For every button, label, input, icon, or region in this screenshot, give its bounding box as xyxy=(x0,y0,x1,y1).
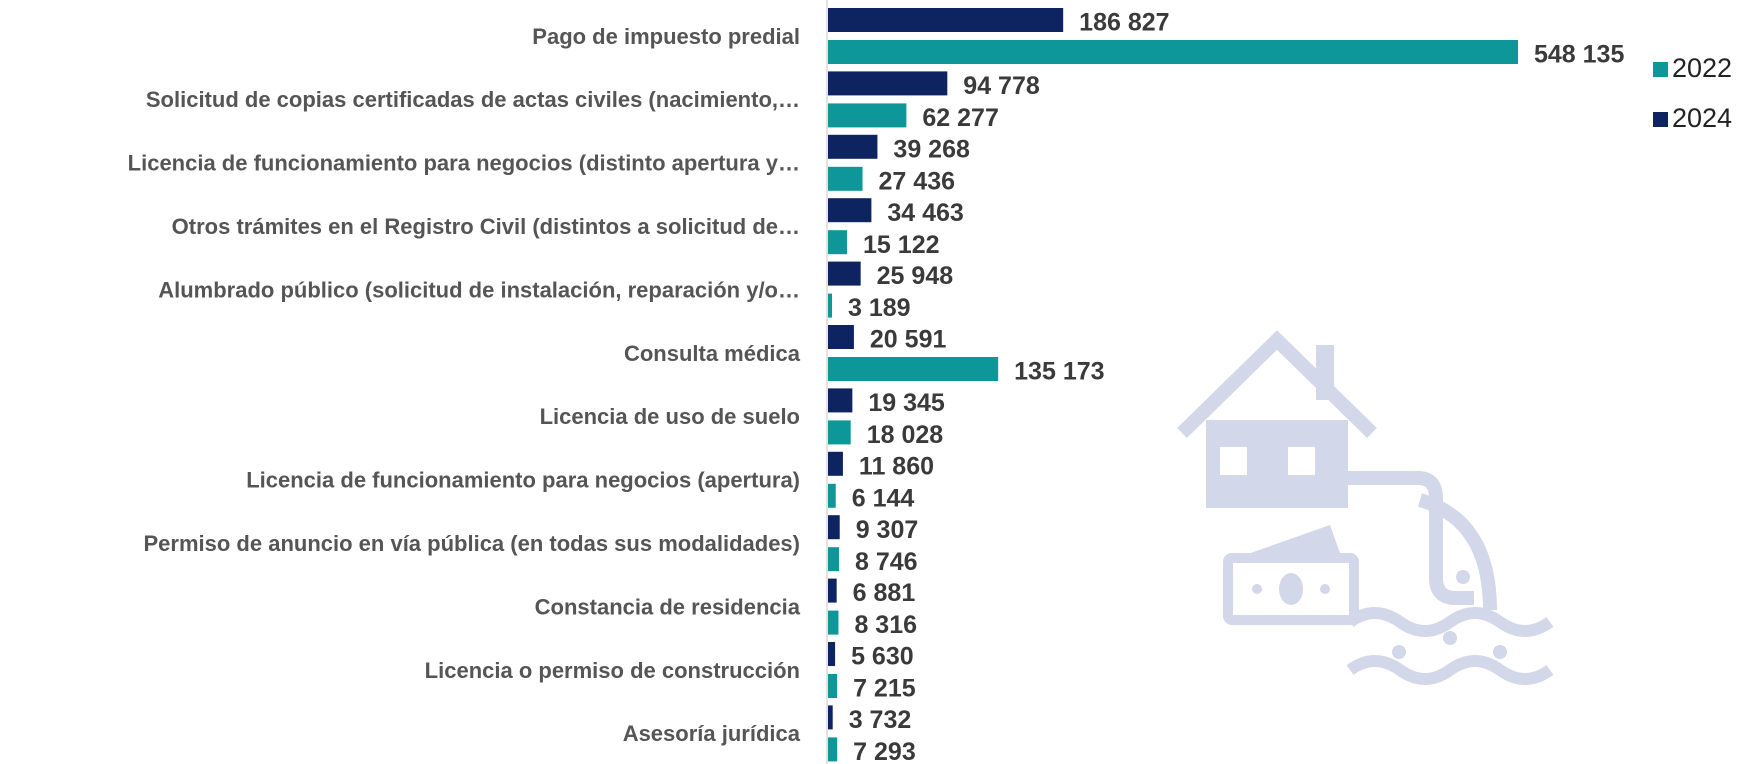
bar xyxy=(828,262,861,286)
category-label: Licencia o permiso de construcción xyxy=(425,658,800,683)
chart: Pago de impuesto predial 186 827 548 135 So… xyxy=(0,0,1757,764)
bar xyxy=(828,40,1518,64)
value-label: 27 436 xyxy=(879,167,955,195)
legend-swatch xyxy=(1653,62,1668,77)
value-label: 8 316 xyxy=(854,611,917,639)
category-label: Asesoría jurídica xyxy=(623,721,801,746)
value-label: 19 345 xyxy=(868,389,945,417)
value-label: 20 591 xyxy=(870,326,947,354)
bar xyxy=(828,452,843,476)
value-label: 186 827 xyxy=(1079,9,1169,37)
bar xyxy=(828,294,832,318)
value-label: 62 277 xyxy=(922,104,998,132)
bar xyxy=(828,547,839,571)
bar xyxy=(828,579,837,603)
category-label: Licencia de funcionamiento para negocios… xyxy=(246,468,800,493)
bar xyxy=(828,71,947,95)
value-label: 3 189 xyxy=(848,294,911,322)
bar xyxy=(828,103,906,127)
value-label: 8 746 xyxy=(855,548,918,576)
category-label: Alumbrado público (solicitud de instalac… xyxy=(158,277,800,302)
value-label: 135 173 xyxy=(1014,358,1104,386)
bar xyxy=(828,325,854,349)
category-label: Permiso de anuncio en vía pública (en to… xyxy=(144,531,801,556)
bar xyxy=(828,611,838,635)
category-label: Licencia de funcionamiento para negocios… xyxy=(128,151,800,176)
bar xyxy=(828,420,851,444)
category-label: Constancia de residencia xyxy=(535,594,801,619)
value-label: 15 122 xyxy=(863,231,939,259)
bar xyxy=(828,230,847,254)
bar xyxy=(828,8,1063,32)
bar xyxy=(828,737,837,761)
watermark-icon xyxy=(1178,330,1550,679)
bar xyxy=(828,705,833,729)
legend-label: 2024 xyxy=(1672,103,1732,133)
category-label: Solicitud de copias certificadas de acta… xyxy=(146,87,800,112)
bar xyxy=(828,198,871,222)
value-label: 6 881 xyxy=(853,579,916,607)
value-label: 3 732 xyxy=(849,706,912,734)
value-label: 9 307 xyxy=(856,516,919,544)
value-label: 6 144 xyxy=(852,484,915,512)
value-label: 25 948 xyxy=(877,262,954,290)
value-label: 7 215 xyxy=(853,675,916,703)
bar xyxy=(828,357,998,381)
bar xyxy=(828,642,835,666)
legend-label: 2022 xyxy=(1672,53,1732,83)
bar xyxy=(828,515,840,539)
category-label: Licencia de uso de suelo xyxy=(540,404,800,429)
value-label: 5 630 xyxy=(851,643,914,671)
bar xyxy=(828,484,836,508)
bar xyxy=(828,135,877,159)
value-label: 7 293 xyxy=(853,738,916,764)
bar xyxy=(828,388,852,412)
value-label: 11 860 xyxy=(859,452,934,480)
value-label: 94 778 xyxy=(963,72,1040,100)
value-label: 34 463 xyxy=(887,199,963,227)
legend-swatch xyxy=(1653,112,1668,127)
bar xyxy=(828,167,863,191)
category-label: Pago de impuesto predial xyxy=(532,24,800,49)
value-label: 548 135 xyxy=(1534,41,1624,69)
value-label: 39 268 xyxy=(893,135,970,163)
bar xyxy=(828,674,837,698)
category-label: Consulta médica xyxy=(624,341,801,366)
category-label: Otros trámites en el Registro Civil (dis… xyxy=(172,214,800,239)
value-label: 18 028 xyxy=(867,421,944,449)
